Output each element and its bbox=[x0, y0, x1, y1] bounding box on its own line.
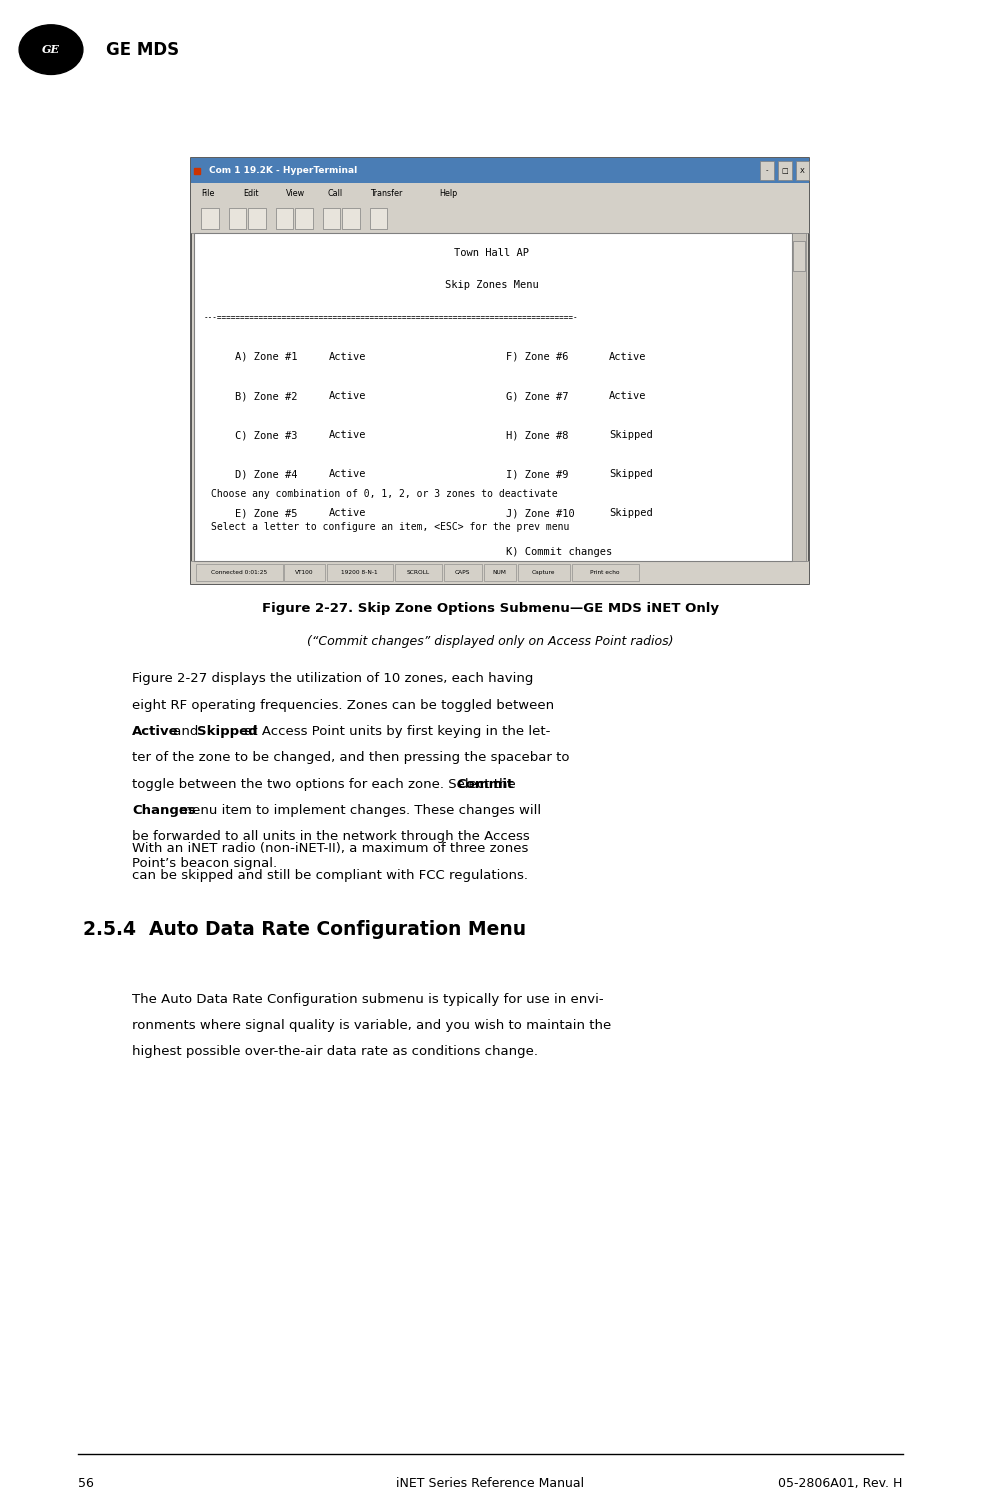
Text: Active: Active bbox=[329, 430, 366, 441]
Text: The Auto Data Rate Configuration submenu is typically for use in envi-: The Auto Data Rate Configuration submenu… bbox=[132, 993, 604, 1006]
FancyBboxPatch shape bbox=[327, 564, 393, 581]
Text: □: □ bbox=[782, 168, 788, 173]
Text: -: - bbox=[766, 168, 768, 173]
Text: B) Zone #2: B) Zone #2 bbox=[235, 391, 298, 402]
Text: VT100: VT100 bbox=[295, 570, 313, 575]
Text: GE: GE bbox=[42, 44, 60, 56]
Text: Town Hall AP: Town Hall AP bbox=[454, 248, 529, 259]
Text: highest possible over-the-air data rate as conditions change.: highest possible over-the-air data rate … bbox=[132, 1045, 539, 1059]
FancyBboxPatch shape bbox=[191, 183, 809, 203]
FancyBboxPatch shape bbox=[370, 208, 387, 229]
Text: Edit: Edit bbox=[243, 190, 259, 197]
FancyBboxPatch shape bbox=[395, 564, 442, 581]
Ellipse shape bbox=[20, 26, 82, 75]
Text: Skip Zones Menu: Skip Zones Menu bbox=[444, 280, 539, 290]
FancyBboxPatch shape bbox=[792, 233, 806, 561]
FancyBboxPatch shape bbox=[248, 208, 266, 229]
Text: D) Zone #4: D) Zone #4 bbox=[235, 469, 298, 480]
Text: eight RF operating frequencies. Zones can be toggled between: eight RF operating frequencies. Zones ca… bbox=[132, 698, 554, 711]
FancyBboxPatch shape bbox=[484, 564, 516, 581]
Text: G) Zone #7: G) Zone #7 bbox=[506, 391, 569, 402]
Text: SCROLL: SCROLL bbox=[407, 570, 430, 575]
FancyBboxPatch shape bbox=[196, 564, 283, 581]
Text: Skipped: Skipped bbox=[609, 508, 653, 519]
FancyBboxPatch shape bbox=[229, 208, 246, 229]
Text: Active: Active bbox=[609, 352, 646, 362]
Text: 05-2806A01, Rev. H: 05-2806A01, Rev. H bbox=[778, 1477, 903, 1490]
Text: can be skipped and still be compliant with FCC regulations.: can be skipped and still be compliant wi… bbox=[132, 869, 529, 881]
FancyBboxPatch shape bbox=[796, 161, 809, 180]
FancyBboxPatch shape bbox=[284, 564, 325, 581]
Text: Active: Active bbox=[329, 469, 366, 480]
FancyBboxPatch shape bbox=[760, 161, 774, 180]
FancyBboxPatch shape bbox=[191, 158, 809, 584]
FancyBboxPatch shape bbox=[444, 564, 482, 581]
Text: Help: Help bbox=[439, 190, 458, 197]
Text: be forwarded to all units in the network through the Access: be forwarded to all units in the network… bbox=[132, 830, 530, 844]
Text: E) Zone #5: E) Zone #5 bbox=[235, 508, 298, 519]
FancyBboxPatch shape bbox=[276, 208, 293, 229]
FancyBboxPatch shape bbox=[194, 233, 792, 561]
Text: Active: Active bbox=[609, 391, 646, 402]
FancyBboxPatch shape bbox=[572, 564, 639, 581]
Text: and: and bbox=[169, 725, 202, 738]
Text: CAPS: CAPS bbox=[455, 570, 470, 575]
FancyBboxPatch shape bbox=[323, 208, 340, 229]
Text: Skipped: Skipped bbox=[609, 430, 653, 441]
Text: Select a letter to configure an item, <ESC> for the prev menu: Select a letter to configure an item, <E… bbox=[211, 522, 569, 532]
Text: Skipped: Skipped bbox=[609, 469, 653, 480]
Text: Transfer: Transfer bbox=[370, 190, 402, 197]
Text: Choose any combination of 0, 1, 2, or 3 zones to deactivate: Choose any combination of 0, 1, 2, or 3 … bbox=[211, 489, 557, 499]
Text: K) Commit changes: K) Commit changes bbox=[506, 547, 612, 558]
FancyBboxPatch shape bbox=[191, 158, 809, 183]
Text: (“Commit changes” displayed only on Access Point radios): (“Commit changes” displayed only on Acce… bbox=[307, 635, 674, 648]
Text: Figure 2-27. Skip Zone Options Submenu—GE MDS iNET Only: Figure 2-27. Skip Zone Options Submenu—G… bbox=[262, 602, 719, 615]
Text: Active: Active bbox=[329, 508, 366, 519]
Text: I) Zone #9: I) Zone #9 bbox=[506, 469, 569, 480]
FancyBboxPatch shape bbox=[191, 561, 809, 584]
Text: 56: 56 bbox=[78, 1477, 94, 1490]
Text: iNET Series Reference Manual: iNET Series Reference Manual bbox=[396, 1477, 585, 1490]
FancyBboxPatch shape bbox=[778, 161, 792, 180]
Text: Figure 2-27 displays the utilization of 10 zones, each having: Figure 2-27 displays the utilization of … bbox=[132, 672, 534, 686]
Text: Com 1 19.2K - HyperTerminal: Com 1 19.2K - HyperTerminal bbox=[209, 167, 357, 174]
Text: Skipped: Skipped bbox=[197, 725, 258, 738]
Text: 2.5.4  Auto Data Rate Configuration Menu: 2.5.4 Auto Data Rate Configuration Menu bbox=[83, 920, 527, 940]
Text: Call: Call bbox=[328, 190, 342, 197]
Text: menu item to implement changes. These changes will: menu item to implement changes. These ch… bbox=[175, 803, 542, 817]
FancyBboxPatch shape bbox=[793, 241, 805, 271]
Text: With an iNET radio (non-iNET-II), a maximum of three zones: With an iNET radio (non-iNET-II), a maxi… bbox=[132, 842, 529, 856]
Text: Changes: Changes bbox=[132, 803, 196, 817]
Text: J) Zone #10: J) Zone #10 bbox=[506, 508, 575, 519]
Text: A) Zone #1: A) Zone #1 bbox=[235, 352, 298, 362]
Text: toggle between the two options for each zone. Select the: toggle between the two options for each … bbox=[132, 778, 521, 791]
Text: Commit: Commit bbox=[457, 778, 514, 791]
Text: NUM: NUM bbox=[492, 570, 506, 575]
FancyBboxPatch shape bbox=[342, 208, 360, 229]
Text: Capture: Capture bbox=[532, 570, 555, 575]
FancyBboxPatch shape bbox=[201, 208, 219, 229]
Text: H) Zone #8: H) Zone #8 bbox=[506, 430, 569, 441]
Text: Point’s beacon signal.: Point’s beacon signal. bbox=[132, 856, 278, 869]
Text: View: View bbox=[285, 190, 304, 197]
FancyBboxPatch shape bbox=[191, 203, 809, 233]
Text: GE MDS: GE MDS bbox=[106, 41, 180, 59]
Text: C) Zone #3: C) Zone #3 bbox=[235, 430, 298, 441]
Text: 19200 8-N-1: 19200 8-N-1 bbox=[341, 570, 378, 575]
Text: ter of the zone to be changed, and then pressing the spacebar to: ter of the zone to be changed, and then … bbox=[132, 750, 570, 764]
Text: at Access Point units by first keying in the let-: at Access Point units by first keying in… bbox=[240, 725, 550, 738]
Text: Connected 0:01:25: Connected 0:01:25 bbox=[211, 570, 267, 575]
Text: ---=============================================================================: ---=====================================… bbox=[204, 313, 579, 322]
Text: F) Zone #6: F) Zone #6 bbox=[506, 352, 569, 362]
FancyBboxPatch shape bbox=[518, 564, 570, 581]
Text: File: File bbox=[201, 190, 215, 197]
Text: Active: Active bbox=[329, 391, 366, 402]
Text: Active: Active bbox=[132, 725, 180, 738]
FancyBboxPatch shape bbox=[295, 208, 313, 229]
Text: Active: Active bbox=[329, 352, 366, 362]
Text: X: X bbox=[800, 168, 804, 173]
Text: Print echo: Print echo bbox=[590, 570, 620, 575]
Text: ronments where signal quality is variable, and you wish to maintain the: ronments where signal quality is variabl… bbox=[132, 1020, 612, 1032]
